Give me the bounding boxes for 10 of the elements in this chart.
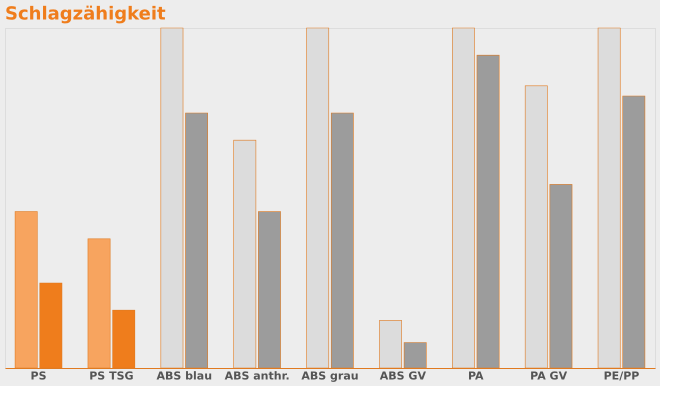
x-tick-label: ABS anthr. — [224, 370, 290, 382]
x-tick-label: PA GV — [530, 370, 568, 382]
x-tick-label: PS — [30, 370, 47, 382]
chart-title: Schlagzähigkeit — [5, 4, 166, 25]
x-tick-label: PS TSG — [89, 370, 134, 382]
x-tick-label: ABS blau — [156, 370, 212, 382]
x-tick-label: ABS GV — [380, 370, 426, 382]
x-tick-label: ABS grau — [301, 370, 359, 382]
x-tick-label: PE/PP — [604, 370, 640, 382]
x-tick-label: PA — [468, 370, 484, 382]
